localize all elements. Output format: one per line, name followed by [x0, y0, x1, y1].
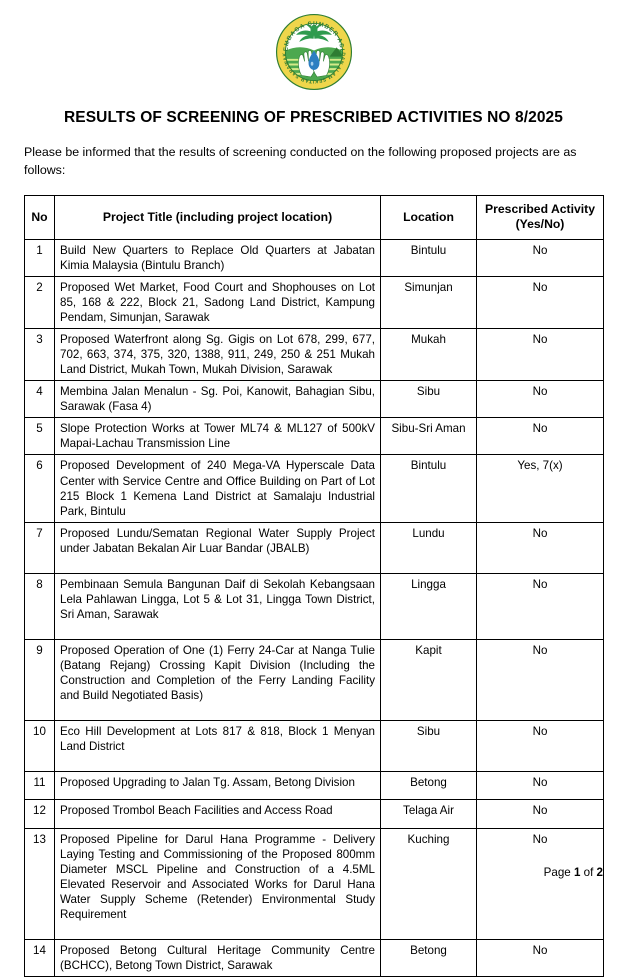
cell-location: Sibu	[380, 380, 477, 419]
table-row: 9 Proposed Operation of One (1) Ferry 24…	[24, 639, 604, 722]
cell-no: 11	[24, 771, 55, 801]
table-row: 5 Slope Protection Works at Tower ML74 &…	[24, 417, 604, 456]
cell-no: 13	[24, 827, 55, 940]
cell-location: Lingga	[380, 572, 477, 641]
cell-location: Simunjan	[380, 275, 477, 330]
table-header: No Project Title (including project loca…	[24, 195, 604, 240]
table-row: 7 Proposed Lundu/Sematan Regional Water …	[24, 521, 604, 574]
cell-no: 7	[24, 521, 55, 574]
table-row: 11 Proposed Upgrading to Jalan Tg. Assam…	[24, 771, 604, 801]
cell-prescribed-activity: No	[476, 639, 604, 722]
page-title: RESULTS OF SCREENING OF PRESCRIBED ACTIV…	[63, 109, 563, 126]
cell-project-title: Membina Jalan Menalun - Sg. Poi, Kanowit…	[54, 380, 381, 419]
cell-prescribed-activity: No	[476, 938, 604, 977]
cell-no: 10	[24, 720, 55, 773]
column-header-no: No	[24, 195, 55, 240]
table-header-row: No Project Title (including project loca…	[24, 195, 604, 240]
cell-prescribed-activity: No	[476, 771, 604, 801]
screening-results-table: No Project Title (including project loca…	[24, 195, 604, 977]
cell-location: Bintulu	[380, 238, 477, 277]
table-row: 8 Pembinaan Semula Bangunan Daif di Seko…	[24, 572, 604, 641]
results-table-container: No Project Title (including project loca…	[24, 195, 604, 977]
table-row: 6 Proposed Development of 240 Mega-VA Hy…	[24, 454, 604, 523]
table-body: 1 Build New Quarters to Replace Old Quar…	[24, 238, 604, 977]
cell-location: Betong	[380, 938, 477, 977]
footer-current-page: 1	[573, 866, 581, 879]
cell-no: 3	[24, 328, 55, 382]
table-row: 1 Build New Quarters to Replace Old Quar…	[24, 238, 604, 277]
table-row: 10 Eco Hill Development at Lots 817 & 81…	[24, 720, 604, 773]
cell-prescribed-activity: No	[476, 417, 604, 456]
cell-prescribed-activity: No	[476, 827, 604, 940]
cell-no: 5	[24, 417, 55, 456]
cell-project-title: Proposed Trombol Beach Facilities and Ac…	[54, 799, 381, 829]
cell-prescribed-activity: No	[476, 799, 604, 829]
column-header-prescribed-activity: Prescribed Activity (Yes/No)	[476, 195, 604, 240]
cell-project-title: Build New Quarters to Replace Old Quarte…	[54, 238, 381, 277]
cell-no: 12	[24, 799, 55, 829]
cell-project-title: Proposed Waterfront along Sg. Gigis on L…	[54, 328, 381, 382]
cell-location: Bintulu	[380, 454, 477, 523]
footer-middle: of	[580, 866, 597, 879]
cell-project-title: Proposed Betong Cultural Heritage Commun…	[54, 938, 381, 977]
footer-total-pages: 2	[596, 866, 603, 879]
cell-location: Sibu	[380, 720, 477, 773]
cell-prescribed-activity: No	[476, 380, 604, 419]
cell-no: 6	[24, 454, 55, 523]
cell-project-title: Proposed Lundu/Sematan Regional Water Su…	[54, 521, 381, 574]
cell-prescribed-activity: No	[476, 275, 604, 330]
cell-no: 8	[24, 572, 55, 641]
cell-prescribed-activity: No	[476, 572, 604, 641]
cell-project-title: Proposed Upgrading to Jalan Tg. Assam, B…	[54, 771, 381, 801]
cell-location: Telaga Air	[380, 799, 477, 829]
table-row: 4 Membina Jalan Menalun - Sg. Poi, Kanow…	[24, 380, 604, 419]
cell-prescribed-activity: No	[476, 238, 604, 277]
intro-paragraph: Please be informed that the results of s…	[24, 145, 577, 177]
cell-prescribed-activity: No	[476, 328, 604, 382]
agency-logo: LEMBAGA SUMBER ASLI DAN ALAM SEKITAR SAR…	[275, 13, 352, 91]
column-header-project-title: Project Title (including project locatio…	[54, 195, 381, 240]
cell-project-title: Eco Hill Development at Lots 817 & 818, …	[54, 720, 381, 773]
logo-container: LEMBAGA SUMBER ASLI DAN ALAM SEKITAR SAR…	[0, 0, 627, 91]
table-row: 13 Proposed Pipeline for Darul Hana Prog…	[24, 827, 604, 940]
cell-project-title: Proposed Operation of One (1) Ferry 24-C…	[54, 639, 381, 722]
cell-prescribed-activity: No	[476, 720, 604, 773]
table-row: 2 Proposed Wet Market, Food Court and Sh…	[24, 275, 604, 330]
cell-no: 2	[24, 275, 55, 330]
table-row: 3 Proposed Waterfront along Sg. Gigis on…	[24, 328, 604, 382]
cell-no: 4	[24, 380, 55, 419]
cell-location: Sibu-Sri Aman	[380, 417, 477, 456]
cell-project-title: Proposed Wet Market, Food Court and Shop…	[54, 275, 381, 330]
cell-no: 14	[24, 938, 55, 977]
cell-prescribed-activity: No	[476, 521, 604, 574]
cell-location: Kuching	[380, 827, 477, 940]
table-row: 14 Proposed Betong Cultural Heritage Com…	[24, 938, 604, 977]
column-header-prescribed-activity-line2: (Yes/No)	[515, 217, 565, 232]
page-footer: Page 1 of 2	[544, 866, 603, 879]
cell-no: 9	[24, 639, 55, 722]
cell-project-title: Slope Protection Works at Tower ML74 & M…	[54, 417, 381, 456]
cell-project-title: Proposed Development of 240 Mega-VA Hype…	[54, 454, 381, 523]
cell-prescribed-activity: Yes, 7(x)	[476, 454, 604, 523]
cell-no: 1	[24, 238, 55, 277]
cell-location: Kapit	[380, 639, 477, 722]
footer-prefix: Page	[543, 866, 574, 879]
cell-location: Betong	[380, 771, 477, 801]
table-row: 12 Proposed Trombol Beach Facilities and…	[24, 799, 604, 829]
column-header-prescribed-activity-line1: Prescribed Activity	[485, 202, 595, 217]
cell-location: Lundu	[380, 521, 477, 574]
cell-location: Mukah	[380, 328, 477, 382]
cell-project-title: Proposed Pipeline for Darul Hana Program…	[54, 827, 381, 940]
column-header-location: Location	[380, 195, 477, 240]
cell-project-title: Pembinaan Semula Bangunan Daif di Sekola…	[54, 572, 381, 641]
